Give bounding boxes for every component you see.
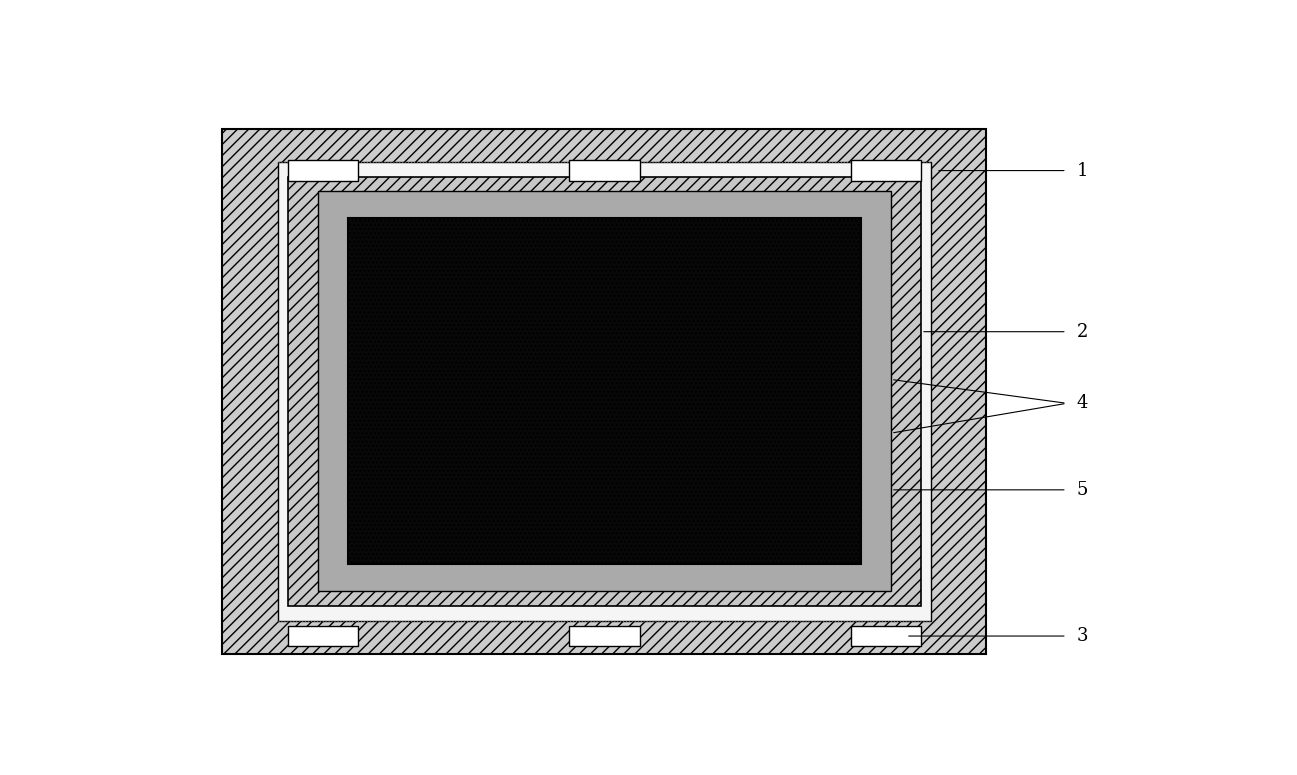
- Text: 3: 3: [1077, 627, 1088, 645]
- Bar: [851, 160, 921, 181]
- Bar: [278, 162, 931, 621]
- Bar: [348, 219, 861, 564]
- Bar: [288, 625, 358, 646]
- Bar: [288, 160, 358, 181]
- Bar: [569, 160, 639, 181]
- Text: 2: 2: [1077, 322, 1088, 341]
- Bar: [318, 191, 891, 591]
- Bar: [851, 625, 921, 646]
- Text: 5: 5: [1077, 480, 1088, 499]
- Bar: [569, 625, 639, 646]
- Bar: [288, 177, 921, 606]
- Text: 1: 1: [1077, 161, 1088, 180]
- Text: 4: 4: [1077, 394, 1088, 412]
- Bar: [223, 129, 986, 654]
